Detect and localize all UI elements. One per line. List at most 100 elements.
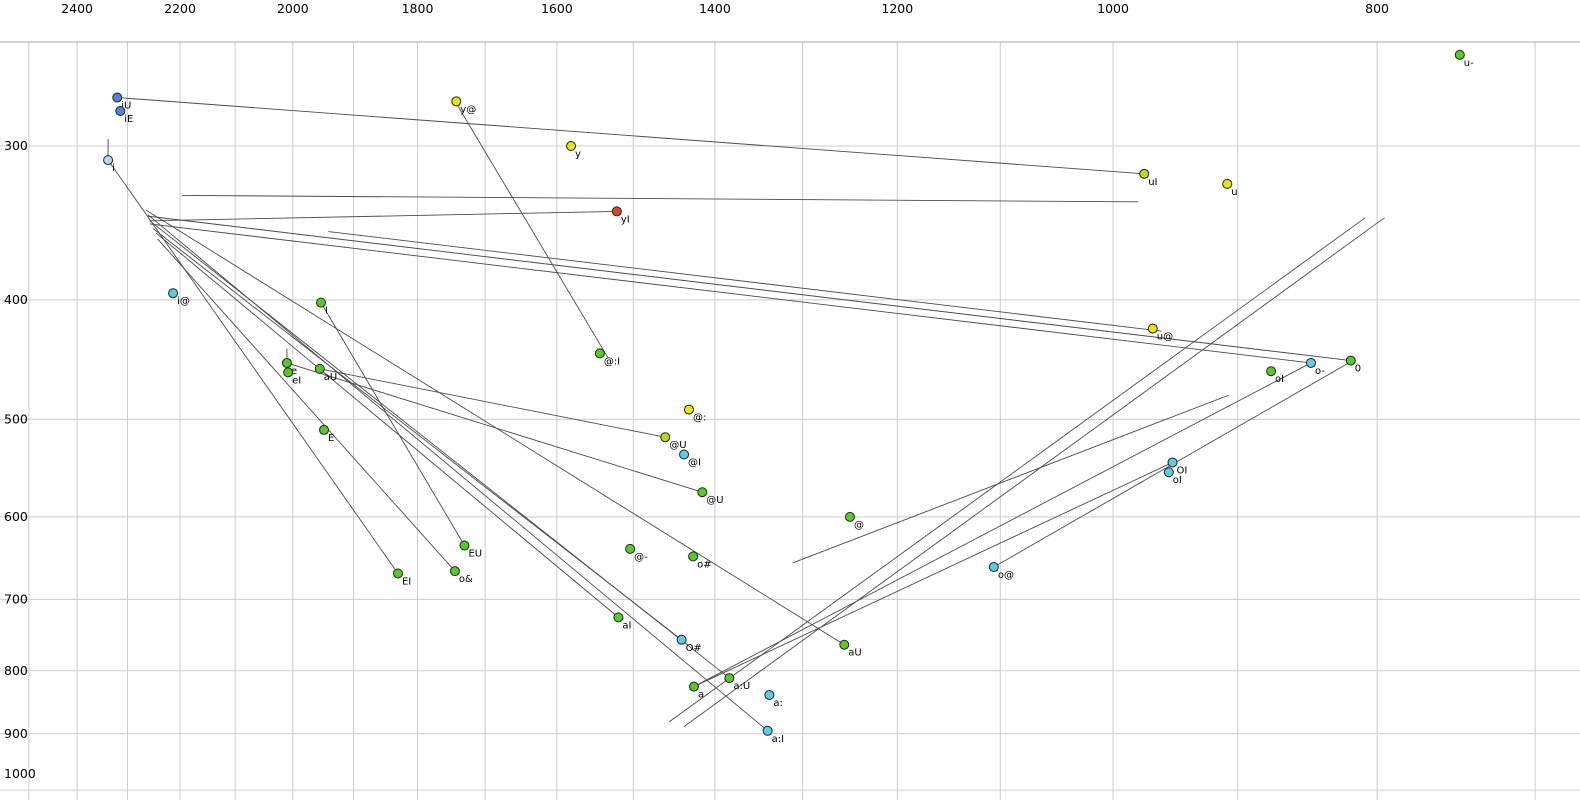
data-point[interactable] — [281, 357, 292, 368]
data-point[interactable] — [392, 568, 403, 579]
trajectory-line — [693, 462, 1173, 687]
data-point[interactable] — [1147, 323, 1158, 334]
data-point-label: EU — [468, 549, 482, 560]
trajectory-line — [328, 231, 1162, 332]
data-point[interactable] — [283, 367, 294, 378]
x-axis-tick-label: 2000 — [277, 1, 309, 16]
data-point-label: i@ — [177, 296, 190, 307]
trajectory-line — [147, 215, 1351, 362]
x-axis-tick-label: 1200 — [881, 1, 913, 16]
data-point[interactable] — [724, 673, 735, 684]
x-axis-tick-label: 800 — [1365, 1, 1389, 16]
data-point-label: y@ — [460, 104, 476, 115]
data-point-label: E — [328, 433, 334, 444]
data-point[interactable] — [112, 92, 123, 103]
x-axis-tick-label: 1000 — [1097, 1, 1129, 16]
data-point[interactable] — [839, 639, 850, 650]
data-point[interactable] — [688, 551, 699, 562]
data-point[interactable] — [459, 540, 470, 551]
data-point-label: 0 — [1355, 364, 1361, 375]
data-point[interactable] — [660, 432, 671, 443]
data-point-label: OI — [1177, 465, 1188, 476]
data-point[interactable] — [844, 511, 855, 522]
data-point-label: O# — [686, 643, 702, 654]
data-point-label: uI — [1148, 177, 1157, 188]
data-point-label: o& — [459, 574, 473, 585]
trajectory-line — [693, 362, 1312, 687]
data-point-label: u@ — [1157, 332, 1173, 343]
data-point[interactable] — [688, 681, 699, 692]
data-point[interactable] — [679, 449, 690, 460]
data-point-label: yI — [621, 214, 630, 225]
trajectory-line — [455, 103, 609, 359]
data-point-label: o# — [697, 559, 712, 570]
trajectory-line — [319, 368, 666, 438]
data-point[interactable] — [613, 612, 624, 623]
data-point[interactable] — [1454, 49, 1465, 60]
trajectory-line — [117, 97, 1145, 175]
data-point[interactable] — [683, 404, 694, 415]
data-point-label: oI — [1173, 475, 1182, 486]
data-point-label: a — [698, 690, 704, 701]
y-axis-tick-label: 1000 — [4, 766, 36, 781]
data-point-label: eI — [292, 375, 301, 386]
trajectory-line — [152, 228, 682, 641]
data-point-label: a:I — [772, 734, 784, 745]
x-axis-tick-label: 1600 — [541, 1, 573, 16]
x-axis-tick-label: 2200 — [164, 1, 196, 16]
trajectory-line — [182, 194, 1139, 203]
data-point[interactable] — [451, 96, 462, 107]
y-axis-tick-label: 300 — [4, 138, 28, 153]
data-point[interactable] — [1222, 178, 1233, 189]
data-point[interactable] — [1167, 457, 1178, 468]
data-point[interactable] — [625, 543, 636, 554]
data-point[interactable] — [676, 634, 687, 645]
y-axis-tick-label: 800 — [4, 663, 28, 678]
data-point[interactable] — [566, 141, 577, 152]
data-point-label: @I — [688, 458, 701, 469]
data-point-label: I — [325, 306, 328, 317]
data-point[interactable] — [1345, 355, 1356, 366]
y-axis-tick-label: 500 — [4, 411, 28, 426]
data-point[interactable] — [449, 566, 460, 577]
trajectory-line — [792, 394, 1229, 564]
data-point[interactable] — [103, 155, 114, 166]
data-point-label: a:U — [733, 681, 750, 692]
data-point-label: @- — [634, 552, 648, 563]
y-axis-tick-label: 600 — [4, 509, 28, 524]
data-point-label: u- — [1464, 58, 1474, 69]
trajectory-line — [155, 232, 619, 618]
trajectory-line — [320, 302, 465, 546]
trajectory-line — [107, 159, 399, 574]
data-point[interactable] — [1163, 467, 1174, 478]
data-point[interactable] — [1139, 168, 1150, 179]
x-axis-tick-label: 2400 — [61, 1, 93, 16]
data-point-label: o@ — [998, 570, 1014, 581]
data-point-label: @U — [706, 495, 723, 506]
data-point[interactable] — [315, 297, 326, 308]
data-point-label: e — [291, 366, 297, 377]
data-point-label: @ — [854, 520, 864, 531]
data-point[interactable] — [697, 487, 708, 498]
data-point[interactable] — [611, 206, 622, 217]
data-point-label: EI — [402, 576, 411, 587]
data-point[interactable] — [1266, 366, 1277, 377]
data-point[interactable] — [115, 106, 126, 117]
data-point[interactable] — [1305, 357, 1316, 368]
data-point[interactable] — [762, 725, 773, 736]
trajectory-line — [157, 238, 456, 572]
data-point-label: oI — [1275, 374, 1284, 385]
trajectory-line — [149, 223, 1311, 364]
data-point-label: y — [575, 149, 581, 160]
data-point[interactable] — [594, 348, 605, 359]
y-axis-tick-label: 400 — [4, 292, 28, 307]
data-point[interactable] — [764, 689, 775, 700]
data-point-label: u — [1231, 187, 1237, 198]
data-point[interactable] — [314, 363, 325, 374]
data-point[interactable] — [168, 288, 179, 299]
data-point[interactable] — [988, 562, 999, 573]
data-point-label: @:I — [604, 356, 620, 367]
data-point[interactable] — [319, 424, 330, 435]
